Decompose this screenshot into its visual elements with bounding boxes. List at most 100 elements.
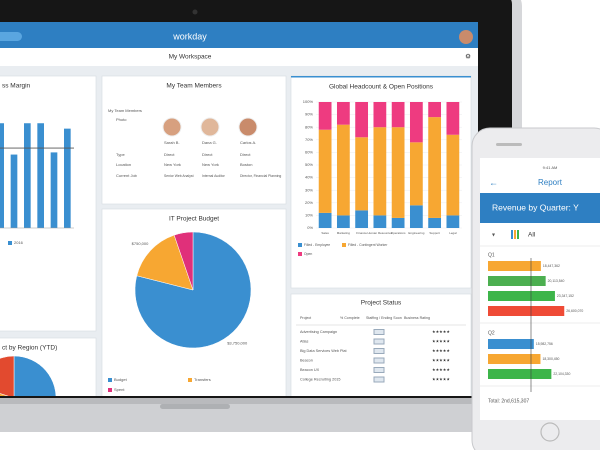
column-header: % Complete bbox=[340, 316, 360, 320]
legend-label: Open bbox=[304, 252, 312, 256]
bar bbox=[488, 291, 555, 301]
data-label: 26,600,070 bbox=[566, 309, 583, 313]
x-tick-label: Operations bbox=[391, 231, 406, 235]
legend-label: Budget bbox=[114, 377, 128, 382]
settings[interactable]: ⚙ bbox=[465, 53, 471, 61]
avatar[interactable] bbox=[459, 30, 473, 44]
legend-label: Filled - Employee bbox=[304, 243, 330, 247]
bar-segment bbox=[391, 102, 405, 128]
dropdown[interactable]: ▾ bbox=[492, 233, 495, 239]
report-title: Revenue by Quarter: Y bbox=[492, 202, 579, 212]
bar-segment bbox=[409, 102, 423, 143]
bar-segment bbox=[446, 102, 460, 135]
workspace-bar bbox=[0, 48, 478, 66]
bar-segment bbox=[318, 212, 332, 228]
status-time: 9:41 AM bbox=[543, 165, 558, 170]
y-tick-label: 20% bbox=[305, 200, 313, 205]
laptop-base bbox=[0, 398, 525, 432]
rating: ★★★★★ bbox=[432, 377, 450, 382]
data-label: 15,982,756 bbox=[536, 342, 553, 346]
legend-swatch bbox=[108, 388, 112, 392]
logo[interactable]: workday bbox=[172, 31, 207, 41]
back[interactable]: ← bbox=[489, 177, 498, 187]
group-label: Q2 bbox=[488, 330, 495, 336]
bar-segment bbox=[373, 102, 387, 128]
search[interactable] bbox=[0, 32, 22, 41]
nav-title[interactable]: Report bbox=[538, 178, 563, 187]
filter-icon bbox=[517, 230, 519, 239]
rating: ★★★★★ bbox=[432, 348, 450, 353]
y-tick-label: 30% bbox=[305, 187, 313, 192]
panel-title: Global Headcount & Open Positions bbox=[329, 84, 434, 91]
panel-subtitle: My Team Members bbox=[108, 108, 142, 113]
bar-segment bbox=[355, 102, 369, 138]
member-name: Carlos A. bbox=[240, 140, 256, 145]
x-tick-label: Finance bbox=[356, 231, 367, 235]
legend-label: 2016 bbox=[14, 240, 24, 245]
legend-label: Transfers bbox=[194, 377, 211, 382]
bar bbox=[37, 123, 44, 228]
pie-slice bbox=[136, 234, 194, 291]
filter[interactable]: All bbox=[528, 232, 536, 239]
x-tick-label: Human Resources bbox=[367, 231, 392, 235]
panel-title: ss Margin bbox=[2, 83, 31, 90]
rating: ★★★★★ bbox=[432, 329, 450, 334]
panel bbox=[290, 293, 472, 396]
x-tick-label: Legal bbox=[449, 231, 457, 235]
member-location: Boston bbox=[240, 162, 252, 167]
bar bbox=[488, 261, 541, 271]
camera bbox=[192, 9, 198, 15]
bar-segment bbox=[391, 217, 405, 228]
data-label: $750,000 bbox=[132, 241, 149, 246]
speaker bbox=[496, 143, 522, 146]
member-name: Sarah B. bbox=[164, 140, 180, 145]
bar-segment bbox=[355, 137, 369, 211]
bar-segment bbox=[446, 215, 460, 228]
member-type: Direct bbox=[240, 152, 251, 157]
bar-segment bbox=[428, 117, 442, 218]
data-label: $3,750,000 bbox=[227, 341, 248, 346]
filter-icon bbox=[511, 230, 513, 239]
progress-icon bbox=[373, 376, 385, 383]
hinge bbox=[0, 398, 525, 404]
member-job: Director, Financial Planning bbox=[240, 174, 281, 178]
phone-screen: 9:41 AM ← Report Revenue by Quarter: Y ▾… bbox=[480, 158, 600, 420]
bar bbox=[488, 276, 546, 286]
y-tick-label: 0% bbox=[307, 225, 313, 230]
progress-icon bbox=[373, 348, 385, 354]
bar-segment bbox=[336, 102, 350, 125]
progress-icon bbox=[373, 329, 385, 335]
data-label: 18,300,450 bbox=[542, 357, 559, 361]
panel-title: My Team Members bbox=[166, 83, 222, 90]
data-label: 22,104,330 bbox=[553, 372, 570, 376]
pie-slice bbox=[173, 231, 194, 291]
data-label: 18,447,362 bbox=[543, 264, 560, 268]
bar-segment bbox=[409, 205, 423, 228]
progress-icon bbox=[373, 338, 385, 345]
notch bbox=[160, 404, 230, 409]
project-name: Advertising Campaign bbox=[300, 330, 337, 334]
y-tick-label: 70% bbox=[305, 137, 313, 142]
y-tick-label: 100% bbox=[303, 99, 314, 104]
pie-slice bbox=[0, 355, 15, 396]
member-location: New York bbox=[164, 162, 181, 167]
project-name: Atlas bbox=[300, 340, 309, 344]
member-type: Direct bbox=[164, 152, 175, 157]
filter-icon bbox=[514, 230, 516, 239]
bar bbox=[64, 128, 71, 228]
data-label: 23,347,152 bbox=[557, 294, 574, 298]
top-bar bbox=[0, 22, 478, 48]
row-label: Type bbox=[116, 152, 125, 157]
member-job: Senior Web Analyst bbox=[164, 174, 194, 178]
panel-title: Project Status bbox=[361, 300, 402, 307]
bar-segment bbox=[318, 102, 332, 130]
total: Total: 2nd,615,307 bbox=[488, 398, 529, 404]
bar-segment bbox=[391, 127, 405, 218]
bar-segment bbox=[336, 215, 350, 228]
panel-accent bbox=[291, 76, 471, 78]
screen: workday My Workspace ⚙ ss Margin ct by R… bbox=[0, 22, 478, 396]
member-name: Dana G. bbox=[202, 140, 217, 145]
home-button[interactable] bbox=[540, 422, 560, 442]
column-header: Staffing / Ending Soon bbox=[366, 316, 402, 320]
